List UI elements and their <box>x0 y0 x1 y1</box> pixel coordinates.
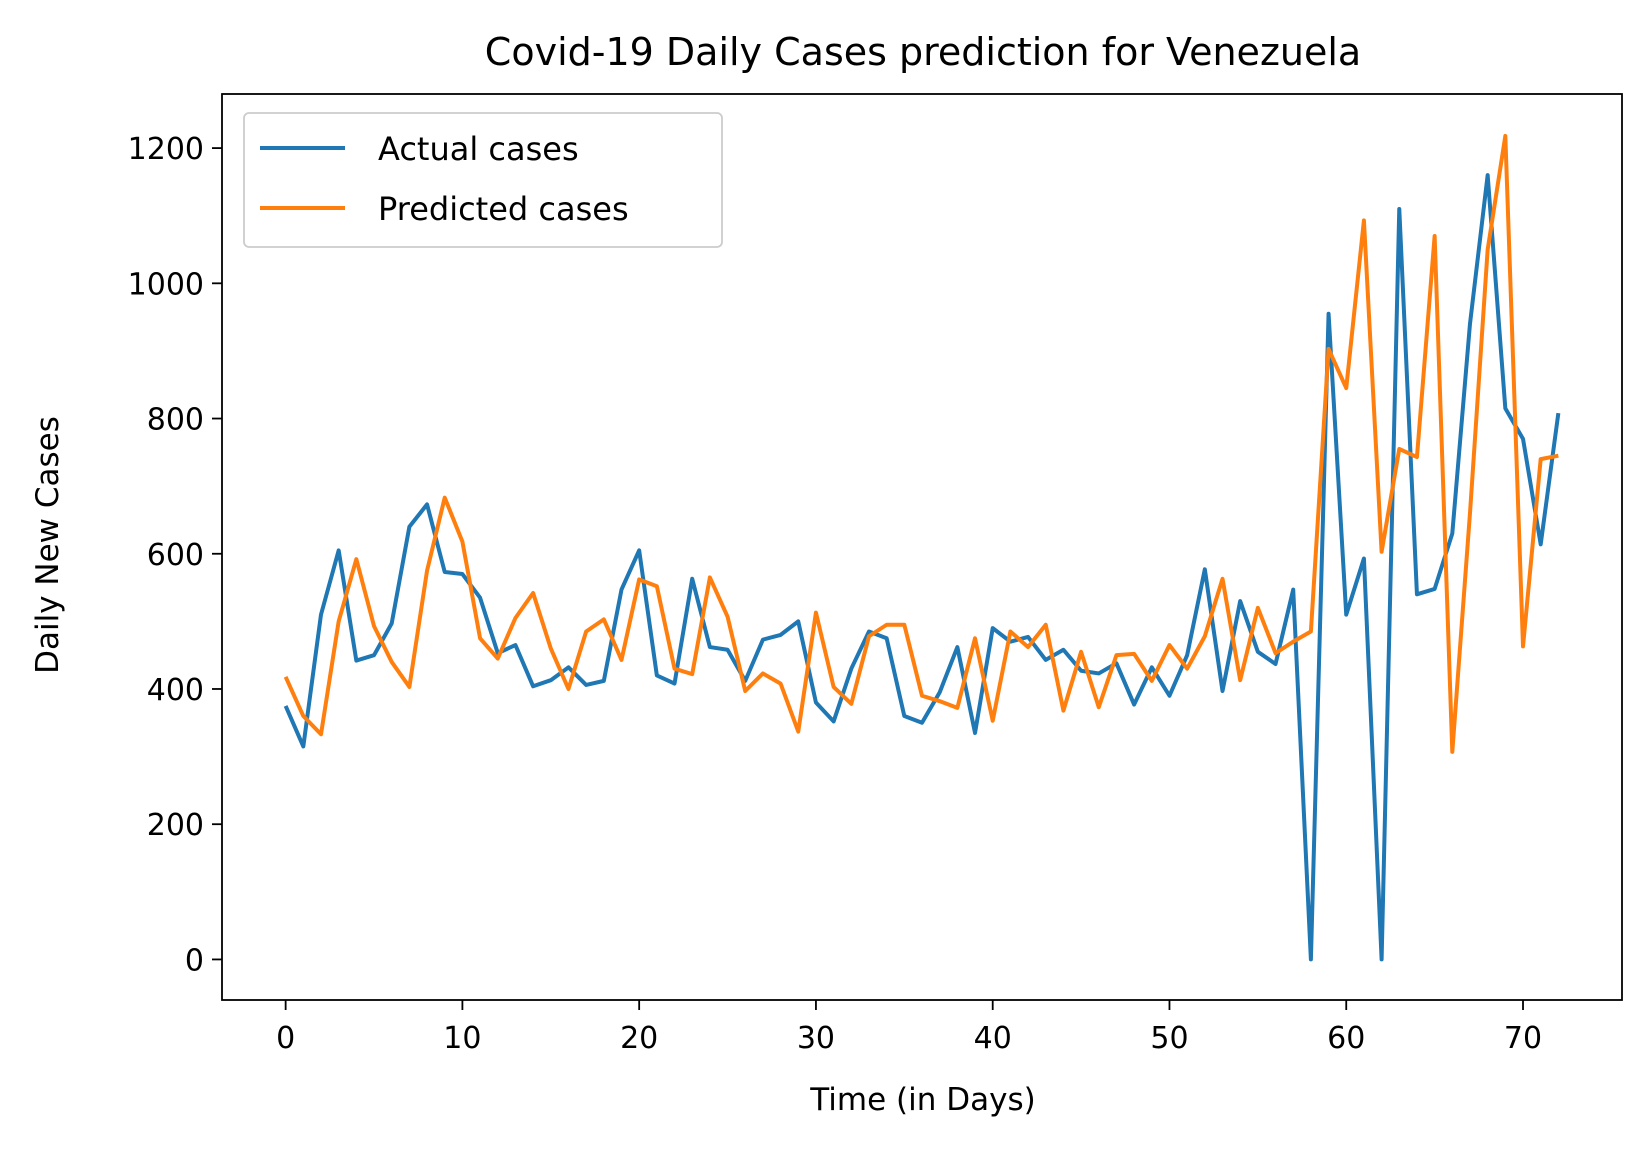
y-tick-label: 800 <box>147 403 204 438</box>
chart-title: Covid-19 Daily Cases prediction for Vene… <box>485 30 1361 74</box>
x-tick-label: 70 <box>1504 1021 1542 1056</box>
x-tick-label: 60 <box>1327 1021 1365 1056</box>
legend-label-actual: Actual cases <box>378 130 579 168</box>
y-tick-label: 200 <box>147 808 204 843</box>
y-tick-label: 600 <box>147 538 204 573</box>
x-tick-label: 40 <box>974 1021 1012 1056</box>
y-axis: 0 200 400 600 800 1000 1200 <box>128 132 222 978</box>
x-tick-label: 20 <box>620 1021 658 1056</box>
x-tick-label: 50 <box>1150 1021 1188 1056</box>
x-axis: 0 10 20 30 40 50 60 70 <box>276 1000 1542 1056</box>
y-axis-label: Daily New Cases <box>30 416 66 674</box>
series-line-actual <box>283 173 1561 962</box>
x-axis-label: Time (in Days) <box>809 1082 1035 1118</box>
y-tick-label: 400 <box>147 673 204 708</box>
legend: Actual cases Predicted cases <box>243 112 723 248</box>
series-line-predicted <box>283 133 1559 754</box>
legend-label-predicted: Predicted cases <box>378 190 629 228</box>
legend-box <box>243 112 723 248</box>
y-tick-label: 0 <box>185 943 204 978</box>
series-lines <box>283 133 1561 962</box>
y-tick-label: 1000 <box>128 267 204 302</box>
y-tick-label: 1200 <box>128 132 204 167</box>
plot-frame <box>221 93 1623 1001</box>
x-tick-label: 10 <box>443 1021 481 1056</box>
x-tick-label: 30 <box>797 1021 835 1056</box>
x-tick-label: 0 <box>276 1021 295 1056</box>
